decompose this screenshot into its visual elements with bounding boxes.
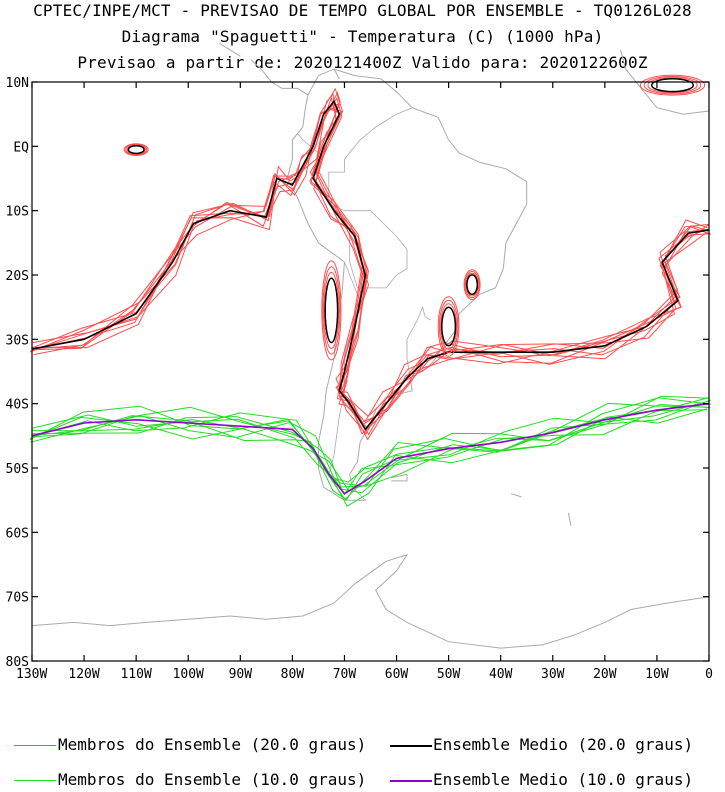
longitude-tick-label: 0 xyxy=(705,667,713,682)
legend-label-member-20: Membros do Ensemble (20.0 graus) xyxy=(58,735,367,754)
legend-label-member-10: Membros do Ensemble (10.0 graus) xyxy=(58,770,367,789)
isotherm-20-member-line xyxy=(30,96,709,429)
isotherm-10-mean-line xyxy=(31,402,710,495)
longitude-labels: 130W 120W 110W 100W 90W 80W 70W 60W 50W 40W 30W 20W… xyxy=(16,667,713,682)
closed-contour-member xyxy=(323,271,340,349)
isotherm-20-member-line xyxy=(31,87,708,417)
latitude-tick-label: 20S xyxy=(6,269,29,284)
longitude-tick-label: 30W xyxy=(541,667,565,682)
closed-contour-member xyxy=(321,260,342,361)
isotherm-10-member-line xyxy=(32,402,707,507)
closed-contour-member xyxy=(440,303,458,350)
closed-contour-mean xyxy=(127,144,145,155)
isotherm-20-member-line xyxy=(30,91,710,423)
closed-contour-member xyxy=(437,296,460,357)
chart-title-line-2: Diagrama "Spaguetti" - Temperatura (C) (… xyxy=(121,27,604,46)
longitude-tick-label: 90W xyxy=(229,667,253,682)
closed-contour-mean xyxy=(466,274,479,296)
isotherm-20-member-line xyxy=(33,108,709,441)
chart-title-line-3: Previsao a partir de: 2020121400Z Valido… xyxy=(77,53,648,72)
closed-contour-member xyxy=(639,74,706,96)
isotherm-20-member-line xyxy=(31,107,711,435)
isotherm-20-member-line xyxy=(32,107,708,436)
longitude-tick-label: 40W xyxy=(489,667,513,682)
legend-label-mean-20: Ensemble Medio (20.0 graus) xyxy=(433,735,694,754)
isotherm-10-member-line xyxy=(30,397,709,483)
closed-contour-member xyxy=(465,272,479,297)
latitude-tick-label: 50S xyxy=(6,462,29,477)
chart-title-line-1: CPTEC/INPE/MCT - PREVISAO DE TEMPO GLOBA… xyxy=(33,1,692,20)
longitude-tick-label: 70W xyxy=(333,667,357,682)
latitude-tick-label: 70S xyxy=(6,591,29,606)
latitude-labels: 10N EQ 10S 20S 30S 40S 50S 60S 70S 80S xyxy=(6,76,30,670)
closed-contour-member xyxy=(463,269,481,301)
closed-contour-mean xyxy=(324,277,339,344)
latitude-tick-label: 80S xyxy=(6,655,29,670)
axis-ticks xyxy=(31,81,710,662)
legend-swatch-member-10 xyxy=(14,780,56,781)
legend-label-mean-10: Ensemble Medio (10.0 graus) xyxy=(433,770,694,789)
isotherm-20-member-line xyxy=(32,93,711,424)
closed-contour-member xyxy=(464,271,480,299)
coastline-layer xyxy=(31,42,710,649)
isotherm-20-layer xyxy=(30,74,711,441)
isotherm-10-member-line xyxy=(30,399,711,496)
longitude-tick-label: 120W xyxy=(68,667,99,682)
closed-contour-member xyxy=(647,77,698,94)
closed-contour-mean xyxy=(441,306,457,347)
closed-contour-member xyxy=(322,266,341,355)
map-frame xyxy=(31,81,710,662)
closed-contour-member xyxy=(123,143,149,157)
latitude-tick-label: 40S xyxy=(6,398,29,413)
longitude-tick-label: 50W xyxy=(437,667,461,682)
isotherm-10-member-line xyxy=(33,408,708,501)
closed-contour-member xyxy=(438,299,459,354)
legend-swatch-mean-20 xyxy=(390,745,432,747)
latitude-tick-label: 60S xyxy=(6,526,29,541)
latitude-tick-label: EQ xyxy=(13,140,29,155)
isotherm-20-member-line xyxy=(33,96,711,425)
longitude-tick-label: 80W xyxy=(281,667,305,682)
isotherm-10-layer xyxy=(29,395,712,507)
isotherm-20-mean-line xyxy=(31,99,710,431)
latitude-tick-label: 10S xyxy=(6,205,29,220)
longitude-tick-label: 60W xyxy=(385,667,409,682)
longitude-tick-label: 10W xyxy=(645,667,669,682)
closed-contour-member xyxy=(643,76,702,95)
closed-contour-member xyxy=(125,143,148,156)
longitude-tick-label: 100W xyxy=(173,667,204,682)
legend-swatch-member-20 xyxy=(14,745,56,746)
latitude-tick-label: 10N xyxy=(6,76,29,91)
legend-swatch-mean-10 xyxy=(390,780,432,782)
longitude-tick-label: 20W xyxy=(593,667,617,682)
longitude-tick-label: 110W xyxy=(120,667,151,682)
latitude-tick-label: 30S xyxy=(6,333,29,348)
longitude-tick-label: 130W xyxy=(16,667,47,682)
closed-contour-mean xyxy=(650,78,695,93)
